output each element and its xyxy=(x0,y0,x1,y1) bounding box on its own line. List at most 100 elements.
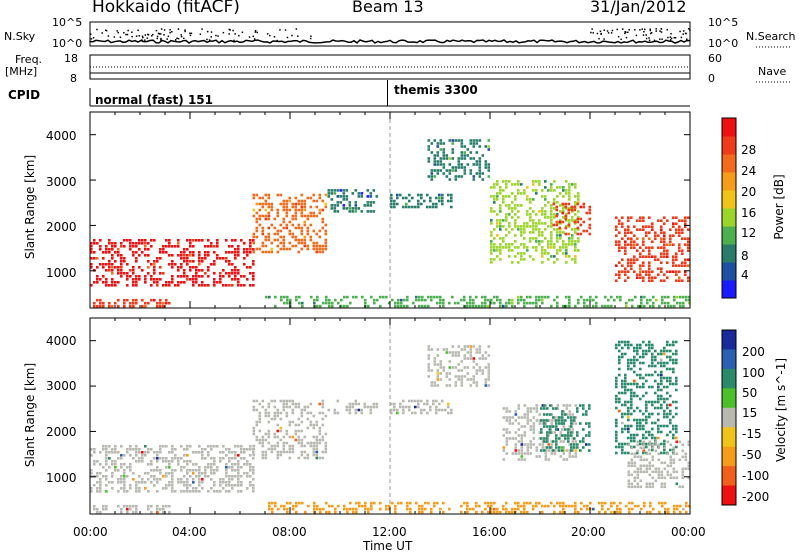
data-cell xyxy=(123,298,126,302)
data-cell xyxy=(126,507,129,511)
data-cell xyxy=(165,251,168,254)
data-cell xyxy=(672,367,675,371)
data-cell xyxy=(427,348,431,351)
data-cell xyxy=(240,475,243,478)
data-cell xyxy=(210,478,213,481)
data-cell xyxy=(105,504,108,508)
data-cell xyxy=(442,366,446,369)
data-cell xyxy=(493,195,496,198)
data-cell xyxy=(114,284,117,287)
data-cell xyxy=(102,304,105,308)
nsky-dot xyxy=(653,39,656,42)
data-cell xyxy=(535,222,538,225)
data-cell xyxy=(478,145,482,148)
data-cell xyxy=(633,485,637,489)
data-cell xyxy=(567,223,571,227)
data-cell xyxy=(559,455,563,458)
data-cell xyxy=(213,463,216,466)
data-cell xyxy=(303,450,307,454)
data-cell xyxy=(252,272,255,275)
data-cell xyxy=(627,228,630,231)
data-cell xyxy=(550,443,554,446)
data-cell xyxy=(553,198,556,201)
nsky-dot xyxy=(180,34,182,36)
data-cell xyxy=(285,432,289,436)
data-cell xyxy=(367,304,370,308)
data-cell xyxy=(493,301,496,305)
data-cell xyxy=(511,243,514,246)
data-cell xyxy=(138,239,141,242)
data-cell xyxy=(568,425,572,428)
data-cell xyxy=(642,385,645,389)
data-cell xyxy=(523,192,526,195)
data-cell xyxy=(318,193,322,197)
data-cell xyxy=(225,454,228,457)
data-cell xyxy=(642,470,646,474)
data-cell xyxy=(123,301,126,305)
data-cell xyxy=(651,276,654,279)
data-cell xyxy=(487,363,491,366)
data-cell xyxy=(514,222,517,225)
data-cell xyxy=(588,425,591,428)
nsky-dot xyxy=(291,34,293,37)
data-cell xyxy=(270,223,274,227)
data-cell xyxy=(228,475,231,478)
data-cell xyxy=(630,485,634,489)
data-cell xyxy=(439,157,443,160)
data-cell xyxy=(564,434,567,437)
data-cell xyxy=(237,284,240,287)
data-cell xyxy=(475,139,479,142)
data-cell xyxy=(234,445,237,448)
data-cell xyxy=(511,422,515,425)
data-cell xyxy=(457,175,461,178)
data-cell xyxy=(150,448,153,451)
data-cell xyxy=(630,482,634,486)
data-cell xyxy=(571,504,574,508)
data-cell xyxy=(442,172,446,175)
data-cell xyxy=(96,281,99,284)
data-cell xyxy=(627,237,630,240)
data-cell xyxy=(634,295,637,299)
data-cell xyxy=(454,169,458,172)
data-cell xyxy=(604,295,607,299)
data-cell xyxy=(120,257,123,260)
data-cell xyxy=(375,195,379,198)
data-cell xyxy=(297,423,301,427)
data-cell xyxy=(633,234,636,237)
data-cell xyxy=(607,304,610,308)
data-cell xyxy=(672,216,675,219)
data-cell xyxy=(297,250,301,254)
data-cell xyxy=(180,263,183,266)
data-cell xyxy=(675,264,678,267)
data-cell xyxy=(621,355,624,359)
data-cell xyxy=(261,250,265,254)
data-cell xyxy=(171,460,174,463)
data-cell xyxy=(672,225,675,228)
data-cell xyxy=(678,276,681,279)
data-cell xyxy=(618,240,621,243)
data-cell xyxy=(343,304,346,308)
data-cell xyxy=(615,385,618,389)
data-cell xyxy=(279,450,283,454)
data-cell xyxy=(435,411,438,415)
data-cell xyxy=(657,406,660,410)
data-cell xyxy=(207,269,210,272)
data-cell xyxy=(463,366,467,369)
data-cell xyxy=(637,504,640,508)
data-cell xyxy=(225,239,228,242)
data-cell xyxy=(312,247,316,251)
data-cell xyxy=(132,472,135,475)
data-cell xyxy=(526,225,529,228)
data-cell xyxy=(561,419,564,422)
data-cell xyxy=(643,504,646,508)
data-cell xyxy=(298,501,301,505)
velocity-region xyxy=(502,404,578,461)
data-cell xyxy=(672,449,676,453)
data-cell xyxy=(558,220,562,224)
data-cell xyxy=(475,304,478,308)
data-cell xyxy=(105,284,108,287)
data-cell xyxy=(108,242,111,245)
data-cell xyxy=(633,470,637,474)
data-cell xyxy=(630,406,633,410)
data-cell xyxy=(430,369,434,372)
